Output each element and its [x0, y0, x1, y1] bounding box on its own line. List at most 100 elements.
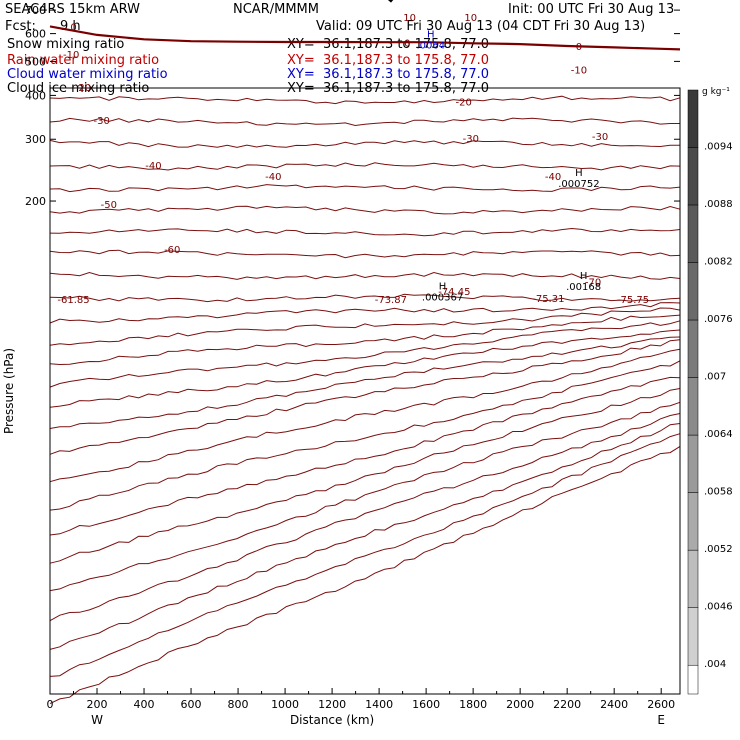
colorbar-label: .0088 — [704, 199, 733, 210]
zero-isotherm-line — [49, 25, 681, 51]
isotherm-line — [49, 302, 681, 324]
isotherm-line — [49, 95, 681, 105]
legend-snow-xy: XY= 36.1,187.3 to 175.8, 77.0 — [287, 37, 490, 52]
colorbar-swatch — [687, 147, 699, 206]
isotherm-line — [49, 320, 681, 388]
colorbar-label: .007 — [704, 372, 726, 383]
isotherm-line — [49, 271, 681, 280]
x-tick-label: 800 — [228, 698, 249, 711]
isotherm-line — [49, 336, 681, 429]
terrain-line — [387, 0, 394, 3]
colorbar-swatch — [687, 377, 699, 436]
model-label: SEAC4RS 15km ARW — [5, 2, 141, 17]
extremum-value: .0064 — [417, 40, 446, 51]
extremum-marker: H — [575, 168, 583, 179]
extremum-marker: H — [427, 29, 435, 40]
extremum-value: .00168 — [566, 282, 601, 293]
fcst-label: Fcst: — [5, 19, 36, 34]
isotherm-line — [49, 445, 681, 705]
colorbar-label: .004 — [704, 659, 726, 670]
isotherm-line — [49, 376, 681, 536]
isotherm-line — [49, 139, 680, 148]
contour-label: 0 — [576, 42, 582, 53]
x-tick-label: 1400 — [365, 698, 393, 711]
fcst-value: 9 h — [60, 19, 81, 34]
isotherm-line — [49, 413, 681, 622]
isotherm-line — [49, 433, 681, 677]
colorbar-label: .0094 — [704, 142, 733, 153]
contour-label: -75.75 — [617, 295, 649, 306]
contour-label: -10 — [571, 66, 587, 77]
x-tick-label: 2200 — [553, 698, 581, 711]
isotherm-line — [49, 388, 681, 564]
legend-snow-label: Snow mixing ratio — [7, 37, 125, 52]
x-tick-label: 200 — [87, 698, 108, 711]
extremum-marker: H — [439, 281, 447, 292]
isotherm-line — [49, 329, 681, 408]
colorbar-swatch — [687, 434, 699, 493]
extremum-value: .000752 — [558, 179, 599, 190]
x-end-label-west: W — [91, 713, 103, 727]
colorbar-swatch — [687, 664, 699, 695]
y-tick-label: 200 — [25, 195, 46, 208]
x-tick-label: 0 — [47, 698, 54, 711]
contour-label: -20 — [456, 98, 472, 109]
contour-label: -40 — [145, 161, 161, 172]
x-tick-label: 1600 — [412, 698, 440, 711]
colorbar-unit: g kg⁻¹ — [702, 87, 730, 97]
x-tick-label: 1000 — [271, 698, 299, 711]
colorbar-swatch — [687, 492, 699, 551]
colorbar-swatch — [687, 607, 699, 666]
valid-label: Valid: 09 UTC Fri 30 Aug 13 (04 CDT Fri … — [316, 19, 646, 34]
colorbar-swatch — [687, 89, 699, 148]
isotherm-line — [49, 401, 681, 592]
isotherm-line — [49, 227, 681, 237]
colorbar-label: .0058 — [704, 487, 733, 498]
contour-label: -74.45 — [438, 287, 470, 298]
contour-label: -30 — [94, 116, 110, 127]
isotherm-line — [49, 162, 681, 171]
colorbar-swatch — [687, 204, 699, 263]
colorbar-label: .0052 — [704, 544, 733, 555]
contour-label: -20 — [75, 83, 91, 94]
isotherm-line — [49, 348, 681, 483]
extremum-marker: H — [580, 271, 588, 282]
contour-label: 0 — [70, 22, 76, 33]
colorbar-label: .0064 — [704, 429, 733, 440]
isotherm-line — [49, 293, 681, 303]
plot-frame — [49, 87, 681, 695]
x-end-label-east: E — [657, 713, 665, 727]
contour-label: -75.31 — [532, 294, 564, 305]
colorbar-swatch — [687, 262, 699, 321]
y-axis-label: Pressure (hPa) — [2, 348, 16, 434]
isotherm-line — [49, 360, 681, 511]
y-tick-label: 500 — [25, 55, 46, 68]
isotherm-line — [49, 249, 681, 259]
contour-label: -50 — [101, 200, 117, 211]
colorbar-swatch — [687, 549, 699, 608]
colorbar-label: .0082 — [704, 257, 733, 268]
x-tick-label: 1800 — [459, 698, 487, 711]
contour-label: -10 — [63, 50, 79, 61]
y-tick-label: 300 — [25, 133, 46, 146]
colorbar-swatch — [687, 319, 699, 378]
isotherm-line — [49, 184, 681, 193]
contour-label: -73.87 — [375, 295, 407, 306]
x-tick-label: 600 — [181, 698, 202, 711]
isotherm-line — [49, 117, 680, 127]
contour-label: -30 — [463, 134, 479, 145]
extremum-value: .000367 — [422, 292, 463, 303]
isotherm-line — [49, 314, 681, 366]
contour-label: -70 — [585, 277, 601, 288]
contour-label: 10 — [464, 13, 477, 24]
contour-label: 20 — [556, 0, 569, 1]
isotherm-line — [49, 205, 681, 215]
contour-label: -40 — [545, 172, 561, 183]
contour-label: -40 — [265, 172, 281, 183]
isotherm-line — [49, 339, 681, 455]
legend-cloud-water-label: Cloud water mixing ratio — [7, 67, 168, 82]
y-tick-label: 700 — [25, 4, 46, 17]
contour-label: -30 — [592, 132, 608, 143]
x-tick-label: 2000 — [506, 698, 534, 711]
